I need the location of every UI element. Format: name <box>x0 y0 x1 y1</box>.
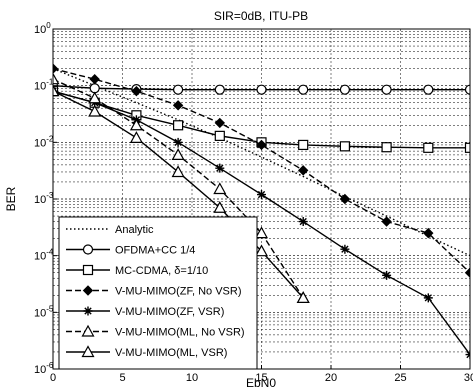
legend-marker <box>81 345 95 358</box>
legend-marker <box>81 324 95 337</box>
data-point <box>254 226 269 239</box>
series-group <box>53 63 470 360</box>
data-point <box>131 85 142 97</box>
legend-item: V-MU-MIMO(ML, VSR) <box>66 345 227 359</box>
x-tick-label: 30 <box>464 372 473 384</box>
data-point <box>298 139 309 151</box>
legend: Analytic OFDMA+CC 1/4 MC-CDMA, δ=1/10 V-MU-… <box>58 216 258 370</box>
data-point <box>256 139 267 151</box>
legend-item: Analytic <box>66 224 154 236</box>
y-tick-label: 10-1 <box>34 78 54 93</box>
legend-label: V-MU-MIMO(ZF, No VSR) <box>115 286 242 298</box>
x-tick-label: 20 <box>325 372 337 384</box>
series-4 <box>53 86 470 360</box>
legend-marker <box>82 285 94 296</box>
data-point <box>214 117 226 129</box>
data-point <box>171 148 185 161</box>
data-point <box>298 84 309 95</box>
data-point <box>89 83 100 94</box>
data-point <box>464 84 470 95</box>
data-point <box>381 216 392 227</box>
data-point <box>296 291 310 303</box>
data-point <box>53 72 60 85</box>
series-3 <box>53 63 470 278</box>
data-point <box>89 74 100 85</box>
data-point <box>381 84 392 95</box>
x-tick-label: 5 <box>119 372 125 384</box>
data-point <box>256 84 267 95</box>
x-axis-label: EbN0 <box>246 376 276 389</box>
legend-marker <box>83 306 93 316</box>
axes: 0 5 10 15 20 25 30 100 10-1 10-2 10-3 10-4 10-5 10-6 <box>34 21 473 384</box>
x-tick-label: 15 <box>255 372 267 384</box>
data-point <box>339 193 351 205</box>
legend-label: Analytic <box>115 224 154 236</box>
series-6 <box>53 84 310 303</box>
data-point <box>214 130 225 141</box>
data-point <box>88 91 102 104</box>
data-point <box>339 141 350 152</box>
data-point <box>129 118 143 131</box>
y-tick-label: 100 <box>34 21 51 36</box>
legend-item: OFDMA+CC 1/4 <box>66 244 195 257</box>
data-point <box>382 270 392 280</box>
data-point <box>213 201 227 213</box>
data-point <box>423 227 434 239</box>
data-point <box>298 217 308 227</box>
legend-item: MC-CDMA, δ=1/10 <box>66 264 208 277</box>
y-tick-label: 10-5 <box>34 304 54 319</box>
y-axis-label: BER <box>4 186 18 211</box>
data-point <box>423 84 434 95</box>
data-point <box>381 142 392 153</box>
chart-title: SIR=0dB, ITU-PB <box>214 9 308 23</box>
series-0 <box>53 67 470 257</box>
data-point <box>173 137 183 147</box>
data-point <box>172 100 184 111</box>
y-tick-label: 10-4 <box>34 248 54 263</box>
x-tick-label: 0 <box>50 372 56 384</box>
x-tick-label: 10 <box>186 372 198 384</box>
data-point <box>340 244 350 254</box>
y-tick-label: 10-3 <box>34 191 54 206</box>
data-point <box>53 84 60 97</box>
y-tick-label: 10-2 <box>34 134 54 149</box>
data-point <box>423 142 434 153</box>
y-tick-label: 10-6 <box>34 361 54 376</box>
data-point <box>171 165 185 178</box>
data-point <box>173 84 184 95</box>
x-tick-label: 25 <box>394 372 406 384</box>
data-point <box>339 84 350 95</box>
legend-marker <box>82 244 94 255</box>
series-5 <box>53 72 310 303</box>
data-point <box>215 163 225 173</box>
data-point <box>173 120 184 131</box>
legend-box <box>58 216 258 370</box>
data-point <box>214 84 225 95</box>
legend-item: V-MU-MIMO(ZF, VSR) <box>66 306 224 318</box>
legend-label: V-MU-MIMO(ML, No VSR) <box>115 327 245 339</box>
legend-label: MC-CDMA, δ=1/10 <box>115 265 208 277</box>
data-point <box>464 267 470 278</box>
legend-marker <box>82 264 94 276</box>
data-point <box>257 190 266 200</box>
legend-label: V-MU-MIMO(ZF, VSR) <box>115 306 224 318</box>
data-point <box>88 104 102 117</box>
data-point <box>423 293 433 303</box>
data-point <box>129 131 143 143</box>
data-point <box>464 142 470 153</box>
data-point <box>297 165 309 176</box>
data-point <box>213 182 227 195</box>
data-point <box>53 63 59 74</box>
legend-item: V-MU-MIMO(ML, No VSR) <box>66 324 245 339</box>
legend-item: V-MU-MIMO(ZF, No VSR) <box>66 285 242 298</box>
data-point <box>254 244 269 257</box>
series-line <box>53 67 470 257</box>
legend-label: V-MU-MIMO(ML, VSR) <box>115 347 227 359</box>
legend-label: OFDMA+CC 1/4 <box>115 245 195 257</box>
